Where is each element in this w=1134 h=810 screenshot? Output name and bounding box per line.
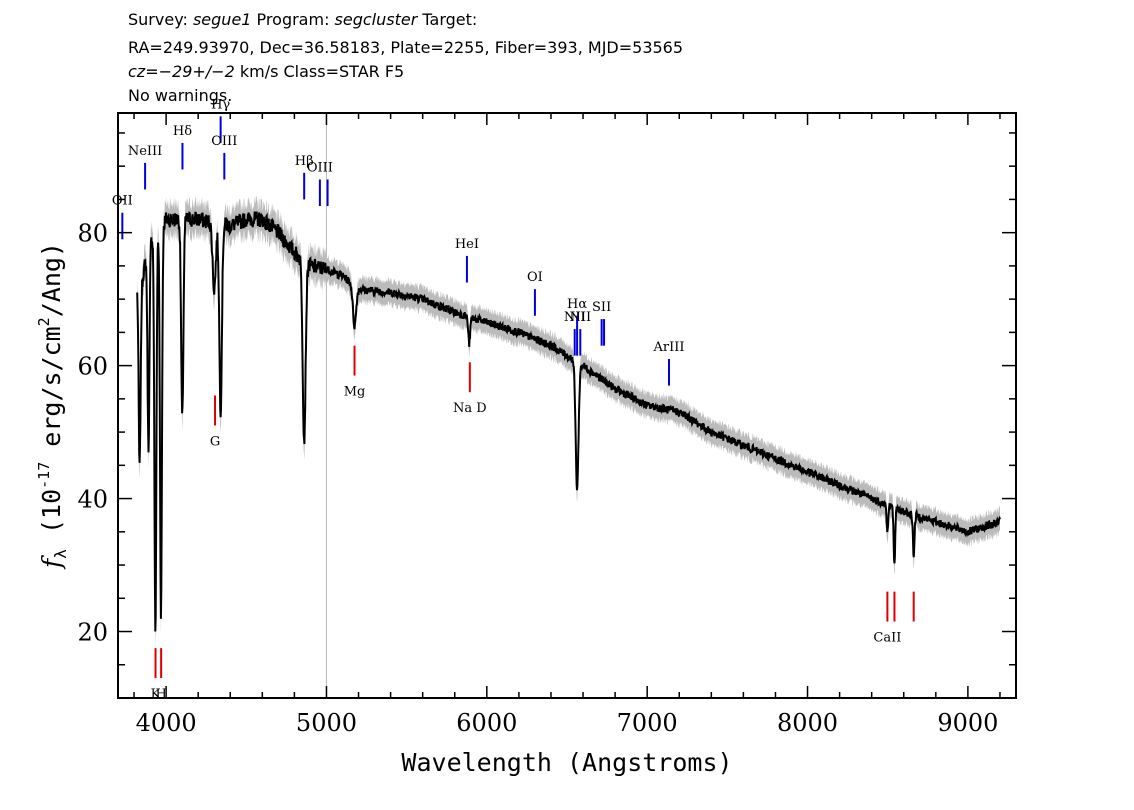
y-tick-label: 80 [77,220,108,248]
absorption-label: Mg [344,385,366,400]
spectrum-layer [136,210,1001,632]
survey-prefix: Survey: [128,10,193,29]
y-tick-label: 20 [77,619,108,647]
y-tick-label: 60 [77,353,108,381]
emission-label: NII [569,310,591,325]
target-label: Target: [417,10,478,29]
x-tick-label: 9000 [937,709,998,737]
emission-label: Hα [567,297,587,312]
x-tick-label: 4000 [136,709,197,737]
header-line-3: cz=−29+/−2 km/s Class=STAR F5 [128,62,404,82]
program-prefix: Program: [251,10,335,29]
emission-label: ArIII [652,340,684,355]
axis-ticks: 4000 5000 6000 7000 8000 9000 20 40 60 80 [77,113,1016,737]
emission-label: HeI [455,237,479,252]
y-tick-label: 40 [77,486,108,514]
absorption-label: CaII [873,631,901,646]
error-band-layer [137,195,1000,648]
header-line-2: RA=249.93970, Dec=36.58183, Plate=2255, … [128,38,684,57]
emission-label: OII [112,194,133,209]
absorption-label: K [151,687,161,702]
emission-label: Hδ [173,124,192,139]
x-tick-label: 5000 [296,709,357,737]
error-band [137,195,1000,648]
redshift-value: cz=−29+/−2 [128,62,235,81]
program-name: segcluster [334,10,418,29]
absorption-label: Na D [453,401,487,416]
emission-label: OIII [211,134,237,149]
x-axis-label: Wavelength (Angstroms) [401,748,732,777]
header-line-1: Survey: segue1 Program: segcluster Targe… [128,10,477,30]
absorption-label: H [155,687,166,702]
y-axis-label: fλ (10-17 erg/s/cm2/Ang) [35,242,70,570]
x-tick-label: 6000 [456,709,517,737]
emission-label: SII [592,300,611,315]
emission-label: OIII [307,160,333,175]
emission-label: OI [527,270,543,285]
plot-frame [117,112,1017,699]
emission-label: Hβ [295,154,314,169]
absorption-label: G [210,434,220,449]
survey-name: segue1 [192,10,252,29]
emission-label: NII [564,310,586,325]
x-tick-label: 7000 [617,709,678,737]
emission-label: Hγ [211,97,230,112]
spectrum-line [136,210,1001,632]
header-line-4: No warnings. [128,86,233,105]
class-text: km/s Class=STAR F5 [234,62,405,81]
line-marker-layer: OIINeIIIHδHγOIIIHβOIIIHeIOINIIHαNIISIIAr… [112,97,915,702]
x-tick-label: 8000 [777,709,838,737]
emission-label: NeIII [128,144,162,159]
